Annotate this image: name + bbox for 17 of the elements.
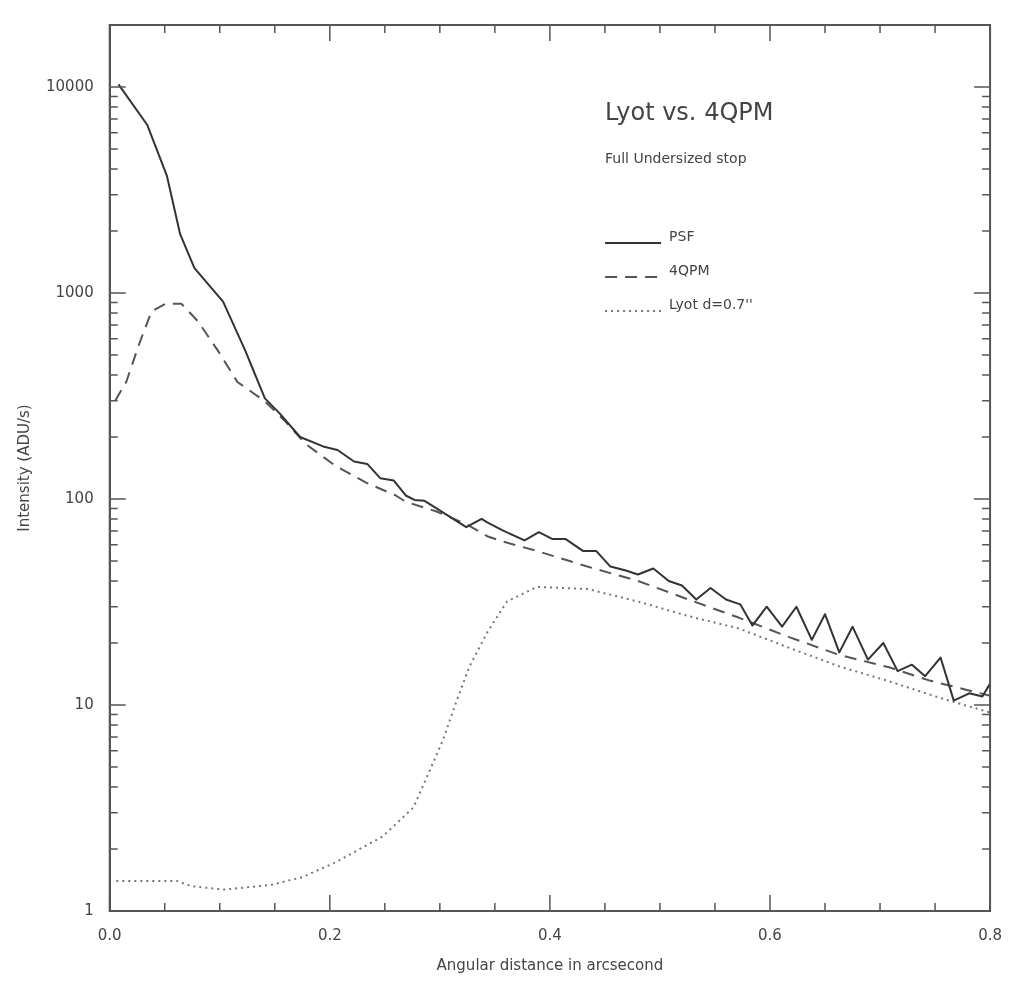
y-tick-label: 10 [74,694,94,713]
y-tick-label: 100 [65,488,94,507]
x-tick-label: 0.4 [537,925,562,944]
x-tick-label: 0.8 [978,925,1002,944]
text: Full Undersized stop [605,150,747,166]
x-tick-label: 0.2 [317,925,342,944]
y-tick-label: 10000 [46,76,94,95]
y-tick-label: 1 [84,900,94,919]
x-axis-title: Angular distance in arcsecond [436,955,664,974]
y-tick-label: 1000 [55,282,94,301]
legend-label: Lyot d=0.7'' [669,295,753,312]
text: Lyot vs. 4QPM [605,98,774,126]
x-tick-label: 0.6 [758,925,782,944]
x-tick-label: 0.0 [97,925,122,944]
legend-label: 4QPM [669,261,710,278]
legend-label: PSF [669,227,695,244]
y-axis-title: Intensity (ADU/s) [14,404,33,532]
